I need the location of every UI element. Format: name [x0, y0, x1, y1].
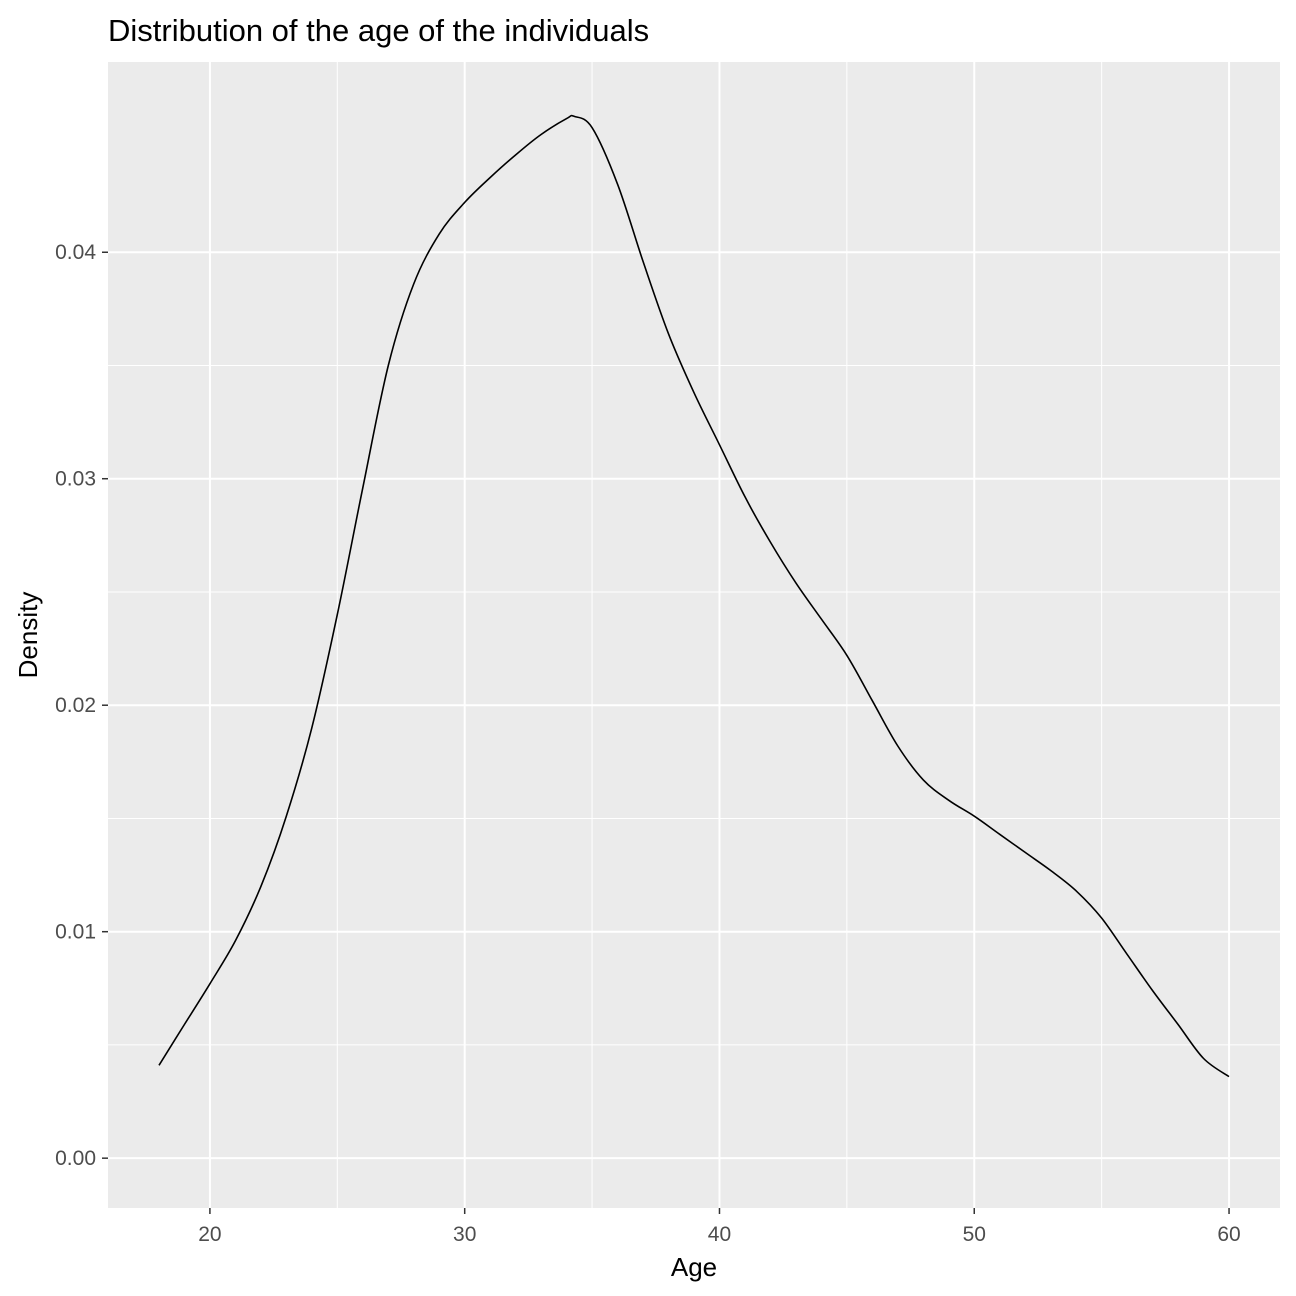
x-tick-label: 20	[198, 1223, 221, 1246]
y-tick-label: 0.02	[55, 694, 96, 717]
y-tick-label: 0.04	[55, 241, 96, 264]
x-tick-label: 50	[963, 1223, 986, 1246]
y-tick-label: 0.00	[55, 1147, 96, 1170]
y-axis-ticks: 0.00 0.01 0.02 0.03 0.04	[55, 241, 108, 1170]
x-tick-label: 60	[1217, 1223, 1240, 1246]
density-curve	[158, 114, 1230, 1078]
plot-panel	[108, 62, 1280, 1208]
y-tick-label: 0.01	[55, 921, 96, 944]
y-tick-label: 0.03	[55, 468, 96, 491]
x-tick-label: 40	[708, 1223, 731, 1246]
x-axis-ticks: 20 30 40 50 60	[198, 1208, 1241, 1246]
y-axis-title: Density	[13, 592, 43, 679]
x-axis-title: Age	[671, 1252, 717, 1282]
major-grid	[108, 62, 1280, 1208]
x-tick-label: 30	[453, 1223, 476, 1246]
chart-title: Distribution of the age of the individua…	[108, 13, 649, 48]
